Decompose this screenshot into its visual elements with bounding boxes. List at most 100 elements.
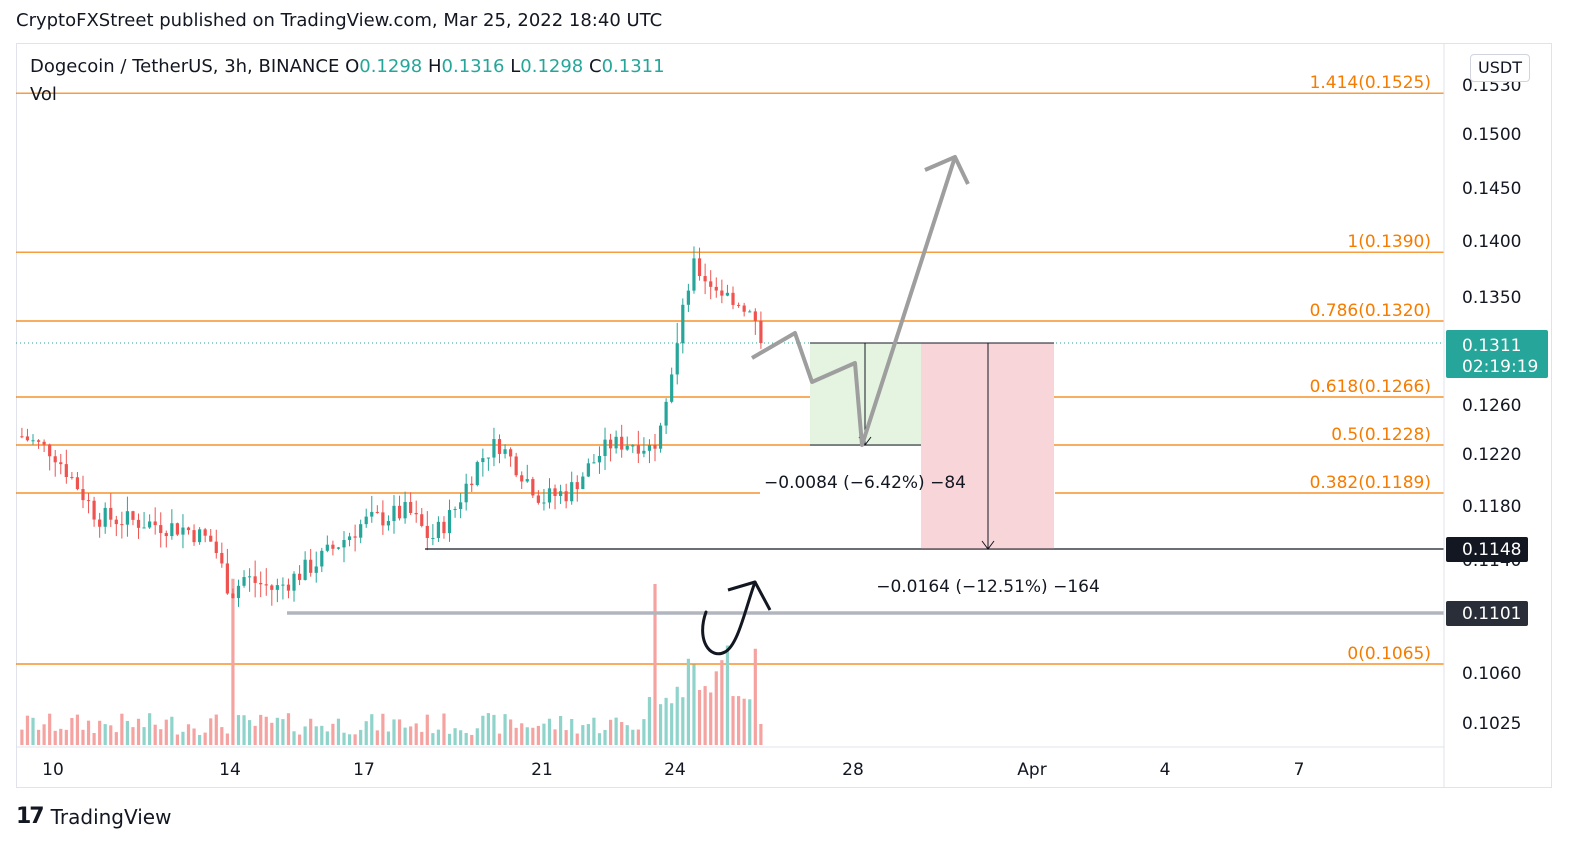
candle-body (114, 519, 118, 525)
candle-body (98, 519, 102, 527)
volume-bar (486, 713, 490, 745)
volume-bar (103, 724, 107, 745)
candle-body (575, 482, 579, 490)
volume-bar (309, 718, 313, 745)
candle-body (703, 276, 707, 282)
volume-bar (53, 730, 57, 745)
fib-label-3: 0.618(0.1266) (1310, 377, 1431, 397)
volume-bar (736, 696, 741, 745)
countdown-label: 02:19:19 (1462, 357, 1538, 377)
candle-body (620, 436, 624, 450)
publisher-line: CryptoFXStreet published on TradingView.… (16, 10, 663, 31)
candle-body (20, 436, 24, 438)
drawings: −0.0084 (−6.42%) −84 −0.0164 (−12.51%) −1… (287, 155, 1444, 656)
volume-bar (709, 692, 713, 745)
symbol-legend: Dogecoin / TetherUS, 3h, BINANCE O0.1298… (30, 56, 665, 77)
price-tick-7: 0.1180 (1462, 497, 1521, 517)
candle-body (459, 502, 463, 510)
volume-bar (753, 648, 757, 745)
candle-body (592, 462, 596, 464)
currency-unit-button[interactable]: USDT (1470, 54, 1530, 82)
volume-bar (209, 718, 213, 745)
volume-bar (653, 584, 657, 745)
candle-body (386, 521, 391, 526)
volume-bar (453, 728, 457, 745)
volume-bar (31, 717, 35, 745)
candle-body (397, 505, 402, 519)
volume-bar (397, 719, 402, 745)
volume-bar (81, 729, 85, 745)
candle-body (497, 439, 502, 454)
candle-body (658, 425, 663, 449)
volume-bar (386, 731, 391, 745)
marker-1-label: 0.1148 (1462, 540, 1521, 560)
candle-body (109, 507, 113, 520)
volume-bar (375, 730, 379, 745)
volume-bar (714, 671, 718, 745)
candle-body (370, 511, 374, 517)
time-tick-3: 21 (531, 760, 553, 780)
candle-body (431, 537, 435, 539)
volume-bar (359, 729, 363, 745)
candle-body (553, 488, 557, 496)
candle-body (170, 523, 174, 537)
volume-bar (203, 732, 207, 745)
volume-bar (231, 578, 235, 745)
candle-body (442, 521, 446, 534)
candle-body (297, 573, 302, 580)
candle-body (436, 521, 441, 538)
price-axis: 0.15300.15000.14500.14000.13500.12600.12… (1443, 44, 1548, 787)
candle-body (81, 489, 85, 501)
volume-bar (214, 714, 218, 745)
candle-body (353, 536, 357, 538)
volume-bar (692, 664, 696, 745)
volume-bar (325, 731, 329, 745)
candle-body (675, 343, 679, 375)
candle-body (486, 457, 490, 459)
candle-body (714, 286, 718, 291)
volume-bar (48, 713, 52, 745)
fibonacci-levels: 1.414(0.1525) 1(0.1390) 0.786(0.1320) 0.618… (16, 73, 1444, 665)
volume-bar (175, 734, 179, 745)
volume-bar (286, 713, 291, 745)
low-value: 0.1298 (520, 56, 584, 77)
candle-body (709, 281, 713, 287)
volume-bar (136, 718, 141, 745)
volume-bar (497, 733, 502, 745)
volume-bar (264, 716, 268, 745)
volume-bar (725, 645, 730, 745)
candle-body (642, 450, 646, 454)
candle-body (647, 445, 652, 451)
volume-bar (642, 719, 646, 745)
volume-bar (297, 734, 302, 745)
candle-body (342, 539, 346, 548)
volume-bar (409, 726, 413, 745)
candle-body (409, 501, 413, 513)
volume-bar (581, 725, 585, 745)
volume-bar (153, 724, 157, 745)
candle-body (759, 320, 763, 343)
candle-body (558, 491, 563, 496)
candle-body (731, 292, 735, 305)
candle-body (748, 311, 752, 313)
volume-bar (253, 725, 257, 745)
candle-body (53, 456, 57, 463)
volume-bar (625, 725, 629, 745)
candle-body (392, 505, 396, 522)
volume-bar (342, 732, 346, 745)
volume-bar (614, 717, 618, 745)
candle-body (231, 593, 235, 599)
price-tick-3: 0.1400 (1462, 232, 1521, 252)
candle-body (92, 500, 96, 520)
candle-body (331, 544, 335, 549)
time-tick-4: 24 (664, 760, 686, 780)
volume-bar (631, 729, 635, 745)
candle-body (420, 514, 424, 526)
candle-body (281, 584, 285, 586)
hand-drawn-arrowhead (727, 580, 772, 611)
volume-bar (470, 734, 474, 745)
candle-body (447, 509, 452, 534)
volume-bar (314, 726, 318, 745)
candle-body (175, 523, 179, 535)
